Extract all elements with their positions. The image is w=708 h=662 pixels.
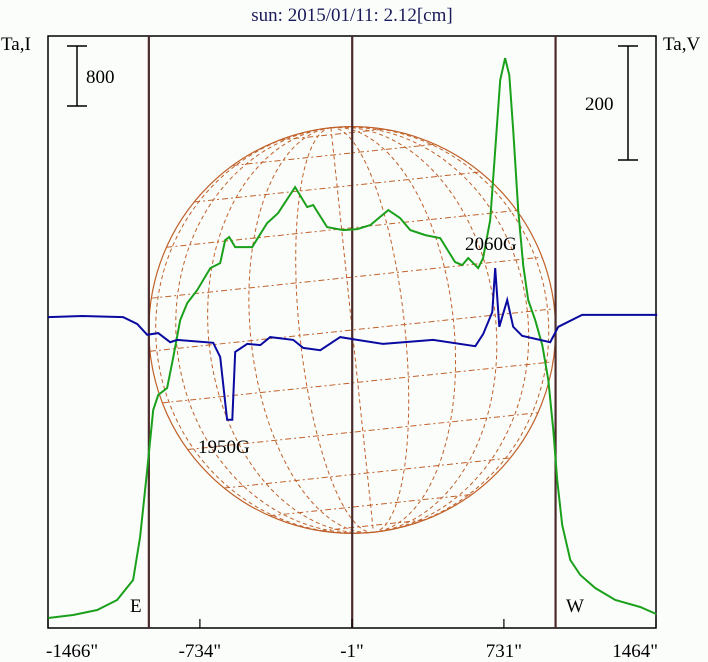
left-scale-bar [67,45,87,107]
latitude-line [162,361,554,404]
left-axis-label: Ta,I [1,34,31,55]
latitude-line [224,457,511,489]
right-scale-label: 200 [585,94,614,115]
annotation-2060G: 2060G [465,234,517,255]
x-tick-label: 731" [486,641,522,662]
latitude-line [194,171,481,203]
chart-title: sun: 2015/01/11: 2.12[cm] [251,5,452,26]
latitude-line [151,256,543,299]
meridian-line [155,127,374,534]
meridian-line [330,126,498,533]
left-scale-label: 800 [86,67,115,88]
annotation-1950G: 1950G [198,437,250,458]
latitude-line [279,128,385,141]
series-I-line [48,57,657,619]
x-tick-label: 1464" [612,641,658,662]
x-tick-label: -734" [179,641,222,662]
meridian-line [175,127,374,534]
latitude-line [320,519,426,532]
meridian-line [330,126,550,533]
meridian-line [330,126,530,533]
latitude-line [232,143,435,166]
meridian-line [330,126,457,533]
series-V-line [48,268,658,421]
latitude-line [269,494,472,517]
latitude-line [149,308,555,352]
x-tick-label: -1466" [46,641,98,662]
x-tick-label: -1" [340,641,364,662]
limb-label-east: E [130,596,142,617]
right-axis-label: Ta,V [663,34,700,55]
latitude-line [187,412,539,451]
limb-label-west: W [566,596,584,617]
right-scale-bar [618,45,638,161]
solar-disk-grid [148,126,557,534]
